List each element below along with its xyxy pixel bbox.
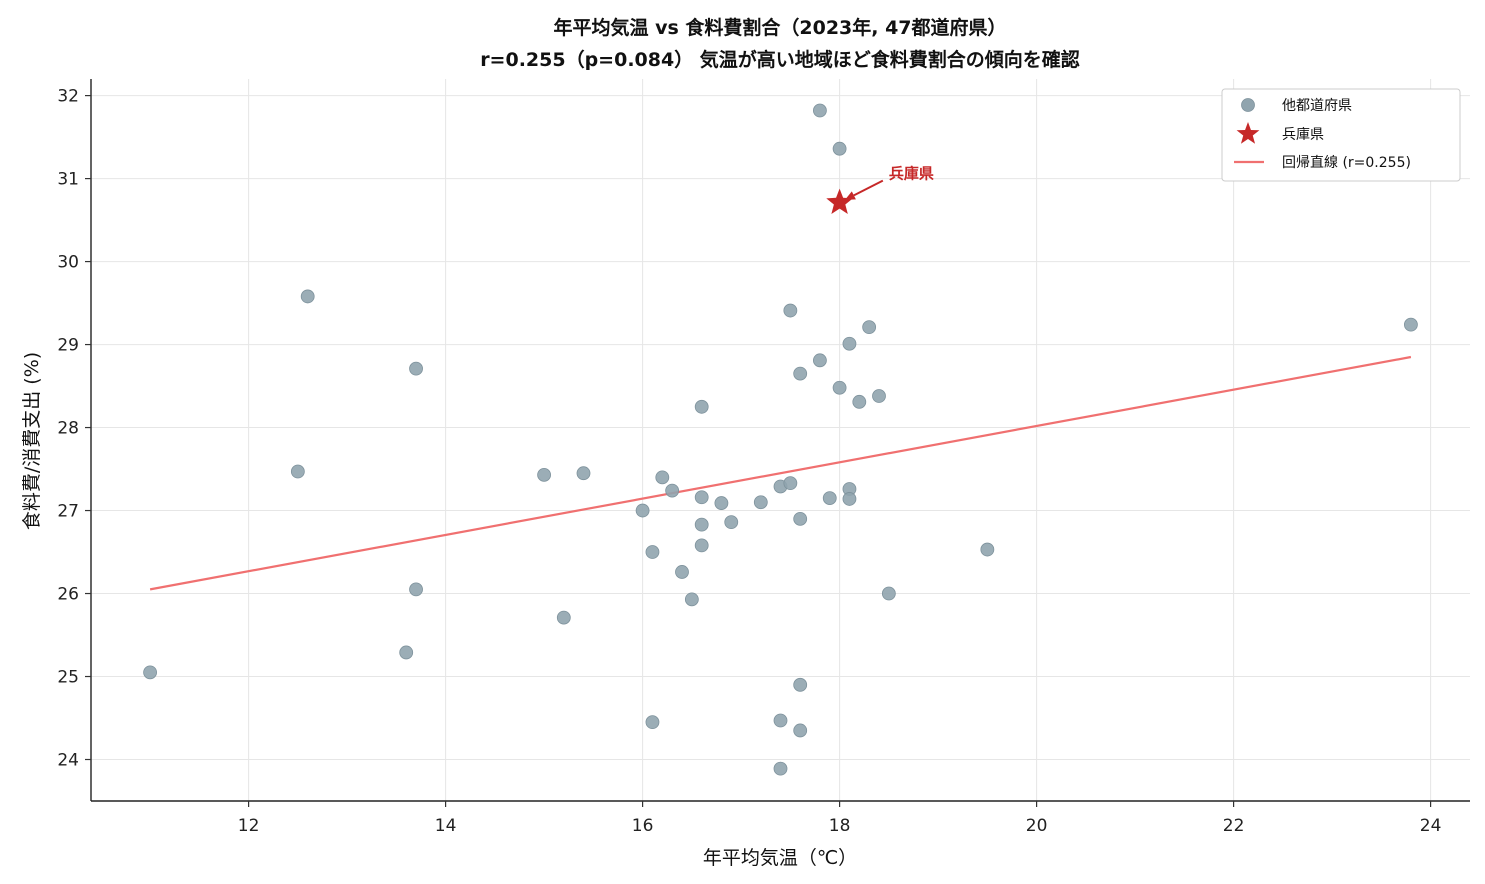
chart-title-line1: 年平均気温 vs 食料費割合（2023年, 47都道府県） bbox=[553, 16, 1006, 39]
scatter-point bbox=[724, 515, 739, 530]
annotation-label: 兵庫県 bbox=[889, 165, 934, 183]
scatter-point bbox=[881, 586, 896, 601]
scatter-point bbox=[832, 141, 847, 156]
scatter-point bbox=[980, 542, 995, 557]
scatter-point bbox=[832, 380, 847, 395]
scatter-point bbox=[862, 320, 877, 335]
legend-label-regression: 回帰直線 (r=0.255) bbox=[1282, 154, 1411, 171]
chart-title-line2: r=0.255（p=0.084） 気温が高い地域ほど食料費割合の傾向を確認 bbox=[480, 48, 1080, 71]
legend-marker-star bbox=[1236, 122, 1260, 144]
x-tick-label: 16 bbox=[632, 816, 654, 836]
y-tick-label: 28 bbox=[57, 419, 79, 439]
scatter-point bbox=[813, 353, 827, 368]
scatter-point bbox=[783, 303, 798, 318]
annotation: 兵庫県 bbox=[844, 165, 934, 200]
scatter-point bbox=[143, 665, 158, 680]
scatter-point bbox=[773, 761, 788, 776]
x-tick-label: 18 bbox=[829, 816, 851, 836]
y-tick-label: 25 bbox=[57, 668, 79, 688]
scatter-point bbox=[665, 483, 680, 498]
y-tick-label: 32 bbox=[57, 87, 79, 107]
scatter-point bbox=[793, 677, 808, 692]
scatter-point bbox=[635, 503, 650, 518]
highlight-layer bbox=[826, 188, 853, 214]
x-tick-label: 22 bbox=[1223, 816, 1245, 836]
scatter-point bbox=[793, 511, 808, 526]
scatter-point bbox=[793, 366, 808, 381]
scatter-point bbox=[872, 389, 886, 403]
x-tick-label: 14 bbox=[435, 816, 457, 836]
x-ticks: 12 14 16 18 20 22 24 bbox=[238, 801, 1442, 836]
y-tick-label: 31 bbox=[57, 170, 79, 190]
scatter-point bbox=[409, 582, 423, 597]
legend-label-hyogo: 兵庫県 bbox=[1282, 126, 1324, 143]
scatter-point bbox=[675, 565, 689, 579]
x-tick-label: 24 bbox=[1420, 816, 1442, 836]
legend-label-others: 他都道府県 bbox=[1282, 98, 1352, 114]
scatter-point bbox=[694, 399, 709, 414]
scatter-point bbox=[694, 517, 709, 532]
y-tick-label: 29 bbox=[57, 336, 79, 356]
scatter-point bbox=[753, 495, 768, 510]
y-tick-label: 26 bbox=[57, 585, 79, 605]
y-tick-label: 30 bbox=[57, 253, 79, 273]
scatter-point bbox=[714, 496, 729, 510]
axes bbox=[90, 79, 1470, 802]
scatter-point bbox=[842, 492, 857, 506]
scatter-point bbox=[813, 103, 827, 118]
highlight-star-point bbox=[826, 188, 853, 214]
y-axis-label: 食料費/消費支出 (%) bbox=[21, 352, 43, 530]
scatter-point bbox=[822, 491, 837, 505]
legend-box bbox=[1221, 88, 1461, 182]
y-tick-label: 24 bbox=[57, 751, 79, 771]
x-tick-label: 12 bbox=[238, 816, 260, 836]
scatter-point bbox=[694, 538, 709, 553]
annotation-arrow bbox=[853, 179, 884, 197]
grid bbox=[91, 79, 1470, 801]
scatter-point bbox=[793, 723, 808, 738]
scatter-point bbox=[290, 464, 305, 479]
points-layer bbox=[143, 103, 1418, 776]
scatter-point bbox=[409, 361, 423, 376]
regression-layer bbox=[149, 355, 1412, 591]
regression-line bbox=[149, 355, 1412, 591]
x-axis-label: 年平均気温（℃） bbox=[703, 847, 857, 869]
scatter-point bbox=[399, 645, 414, 660]
scatter-point bbox=[655, 470, 670, 485]
legend: 他都道府県 兵庫県 回帰直線 (r=0.255) bbox=[1221, 88, 1461, 182]
annotation-arrowhead bbox=[844, 191, 856, 200]
scatter-point bbox=[537, 467, 551, 482]
scatter-point bbox=[576, 466, 591, 481]
scatter-point bbox=[842, 336, 857, 351]
scatter-point bbox=[556, 610, 571, 625]
y-tick-label: 27 bbox=[57, 502, 79, 522]
legend-marker-others bbox=[1241, 98, 1255, 112]
scatter-point bbox=[773, 713, 788, 728]
y-ticks: 24 25 26 27 28 29 30 31 32 bbox=[57, 87, 91, 771]
scatter-point bbox=[645, 545, 660, 559]
x-tick-label: 20 bbox=[1026, 816, 1048, 836]
scatter-point bbox=[300, 289, 315, 304]
scatter-point bbox=[1404, 317, 1418, 332]
scatter-point bbox=[645, 715, 660, 730]
scatter-point bbox=[852, 394, 867, 409]
scatter-point bbox=[694, 490, 709, 505]
scatter-point bbox=[783, 476, 798, 491]
scatter-point bbox=[684, 592, 699, 607]
